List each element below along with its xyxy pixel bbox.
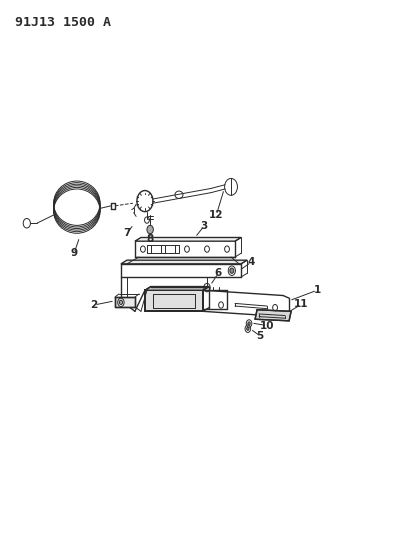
Text: 91J13 1500 A: 91J13 1500 A [15, 16, 111, 29]
Text: 3: 3 [200, 221, 207, 231]
Text: 10: 10 [259, 320, 274, 330]
Circle shape [247, 322, 249, 325]
Text: 4: 4 [247, 257, 254, 267]
Text: 7: 7 [123, 228, 130, 238]
Polygon shape [121, 260, 246, 264]
Text: 8: 8 [146, 233, 153, 244]
Polygon shape [134, 238, 241, 241]
Circle shape [119, 300, 122, 304]
Circle shape [246, 327, 248, 330]
Text: 6: 6 [214, 268, 221, 278]
Polygon shape [115, 297, 134, 307]
Circle shape [229, 268, 233, 273]
Text: 5: 5 [256, 331, 263, 341]
Polygon shape [254, 310, 290, 321]
Text: 11: 11 [293, 300, 308, 310]
Circle shape [147, 225, 153, 234]
Text: 2: 2 [90, 300, 98, 310]
Polygon shape [145, 290, 202, 311]
Text: 12: 12 [209, 211, 223, 220]
Text: 9: 9 [70, 248, 77, 259]
Polygon shape [145, 287, 209, 290]
Text: 1: 1 [313, 285, 320, 295]
